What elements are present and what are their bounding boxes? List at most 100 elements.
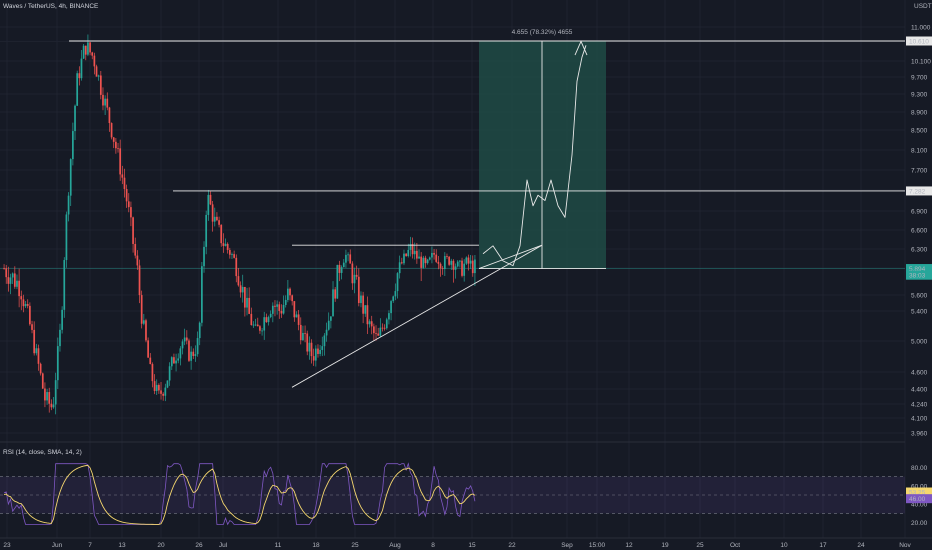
candle — [125, 184, 128, 208]
candle-body — [48, 392, 51, 404]
candle-body — [37, 348, 40, 364]
price-tag-label: 7.282 — [909, 188, 926, 195]
candle — [269, 310, 272, 319]
time-tick-label: Jun — [52, 542, 63, 549]
candle — [407, 243, 410, 258]
candle — [44, 382, 46, 408]
candle — [20, 290, 23, 311]
candle-body — [173, 357, 175, 364]
candle-body — [446, 256, 448, 257]
candle-body — [308, 342, 311, 352]
price-tag: 10.610 — [906, 36, 932, 46]
candle — [383, 324, 386, 331]
candle-body — [175, 360, 177, 364]
candle-body — [416, 250, 418, 259]
candle — [201, 262, 203, 327]
candle-body — [119, 148, 122, 175]
candle-body — [203, 246, 205, 267]
candle — [179, 346, 182, 366]
candle-body — [160, 390, 162, 394]
candle-body — [347, 254, 349, 256]
time-tick-label: 15:00 — [589, 542, 606, 549]
candle-body — [3, 268, 5, 269]
candle-body — [452, 260, 455, 270]
candle — [188, 338, 190, 363]
candle — [385, 317, 388, 330]
candle — [435, 249, 438, 264]
rsi-tag-bg — [906, 487, 932, 497]
candle-body — [56, 346, 59, 381]
candle-body — [287, 288, 289, 300]
candle — [162, 392, 165, 401]
time-axis[interactable]: 23 Jun 7 13 20 26 Jul 11 18 25 Aug 8 15 22 Sep 15:00 12 1… — [3, 542, 911, 549]
candle-body — [276, 304, 278, 307]
candle-body — [381, 327, 384, 329]
candle-body — [413, 250, 416, 255]
price-tick-label: 6.300 — [911, 247, 928, 254]
candle — [459, 260, 461, 268]
candle — [280, 304, 283, 318]
candle — [95, 64, 98, 77]
candle — [108, 106, 111, 132]
candle-body — [162, 393, 165, 396]
price-tag-label: 38:03 — [909, 273, 926, 280]
candle — [112, 137, 115, 149]
candle — [138, 259, 141, 304]
candle-body — [97, 75, 100, 77]
price-tick-label: 10.100 — [911, 59, 931, 66]
candle — [155, 379, 158, 396]
candle — [351, 261, 354, 290]
candle-body — [411, 243, 414, 255]
price-tag-bg — [906, 270, 932, 280]
candle-body — [11, 273, 14, 278]
candle-body — [394, 291, 397, 297]
candle-body — [35, 348, 38, 354]
candle-body — [192, 351, 195, 356]
candle-body — [289, 288, 291, 296]
candle — [31, 320, 33, 334]
candle-body — [420, 256, 423, 268]
target-zone — [479, 41, 606, 269]
candle — [87, 34, 89, 57]
candle — [310, 339, 313, 364]
candle — [173, 353, 175, 364]
candle-body — [20, 296, 23, 300]
candle — [54, 372, 57, 415]
rsi-tag-label: 46.00 — [909, 496, 926, 503]
candle-body — [312, 356, 315, 361]
candle — [355, 265, 358, 280]
candle-body — [400, 262, 403, 264]
candle-body — [390, 301, 392, 314]
price-tick-label: 5.000 — [911, 339, 928, 346]
candle — [461, 257, 463, 278]
price-tick-label: 8.900 — [911, 110, 928, 117]
time-tick-label: 15 — [468, 542, 476, 549]
candle-body — [362, 295, 364, 314]
candle-body — [5, 268, 8, 278]
price-axis[interactable]: 11.00010.60010.1009.7009.3008.9008.5008.… — [906, 25, 932, 528]
candle-body — [456, 261, 459, 267]
candle-body — [340, 267, 343, 273]
candle-body — [282, 305, 285, 314]
candle-body — [69, 159, 72, 196]
candle-body — [213, 216, 216, 222]
candle-body — [31, 324, 33, 330]
candle-body — [450, 260, 453, 265]
rsi-title: RSI (14, close, SMA, 14, 2) — [3, 449, 82, 456]
candle-body — [188, 340, 190, 361]
candle — [91, 51, 94, 60]
candle-body — [201, 266, 203, 323]
candle — [194, 345, 197, 362]
price-tag: 5.894 — [906, 264, 932, 274]
candle — [377, 327, 380, 337]
candle-body — [263, 317, 266, 331]
candle — [241, 274, 244, 303]
time-tick-label: Aug — [389, 542, 401, 549]
price-tick-label: 4.600 — [911, 370, 928, 377]
candle-body — [355, 274, 358, 277]
candle — [151, 362, 154, 388]
candle — [327, 312, 330, 331]
candle-body — [261, 330, 263, 332]
candle — [411, 237, 414, 259]
